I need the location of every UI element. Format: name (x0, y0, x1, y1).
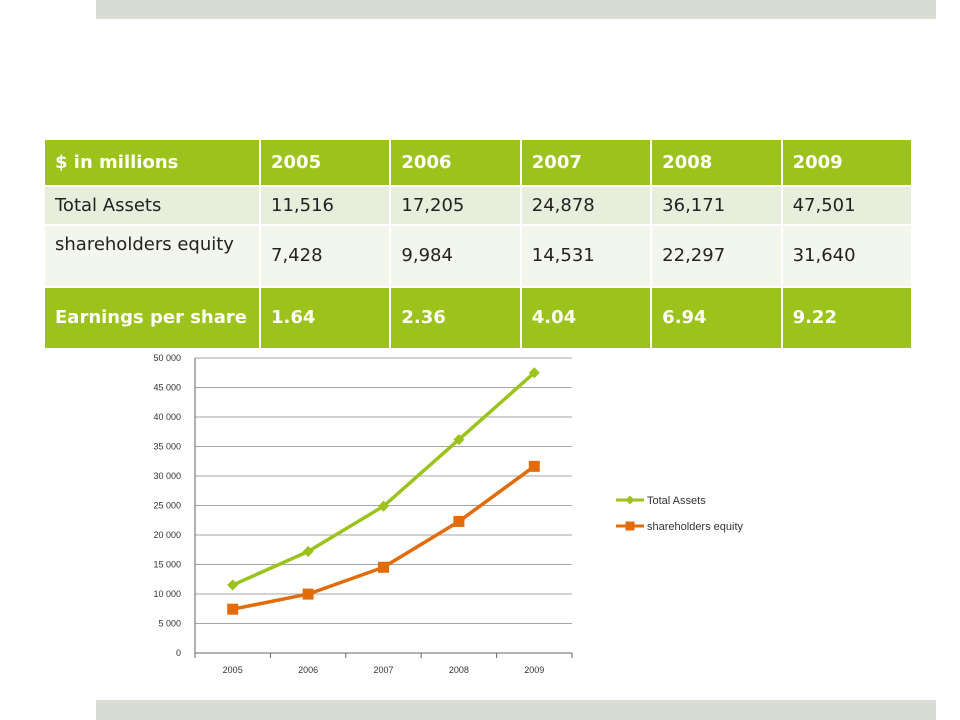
data-point (227, 603, 239, 615)
table-cell: 2.36 (390, 287, 522, 350)
table-cell: 4.04 (520, 287, 653, 350)
data-point (528, 460, 540, 472)
data-point (453, 515, 465, 527)
financial-table: $ in millions 2005 2006 2007 2008 2009 T… (45, 140, 914, 350)
table-cell: 6.94 (651, 287, 783, 350)
data-point (528, 367, 540, 379)
row-label: Earnings per share (45, 287, 261, 350)
y-tick-label: 45 000 (153, 383, 181, 393)
table-cell: 31,640 (781, 225, 914, 288)
x-tick-label: 2007 (373, 665, 393, 675)
y-tick-label: 5 000 (158, 619, 181, 629)
line-chart: 0 5 000 10 000 15 000 20 000 25 000 30 000 35 0… (120, 350, 800, 690)
table-cell: 7,428 (260, 225, 392, 288)
y-tick-label: 20 000 (153, 530, 181, 540)
bottom-band (96, 700, 936, 720)
header-cell: 2009 (781, 140, 914, 187)
data-point (227, 579, 239, 591)
data-point (378, 561, 389, 573)
table-cell: 24,878 (520, 186, 653, 226)
header-cell: 2008 (651, 140, 783, 187)
table-row: shareholders equity 7,428 9,984 14,531 2… (45, 225, 914, 288)
table-cell: 22,297 (651, 225, 783, 288)
series-line (232, 464, 536, 611)
data-point (453, 434, 465, 446)
table-header-row: $ in millions 2005 2006 2007 2008 2009 (45, 140, 914, 187)
table-row: Total Assets 11,516 17,205 24,878 36,171… (45, 186, 914, 226)
series-line (231, 371, 536, 587)
data-point (378, 500, 389, 512)
legend-label: shareholders equity (647, 521, 744, 533)
y-tick-label: 0 (176, 648, 181, 658)
table-cell: 47,501 (781, 186, 914, 226)
header-cell: 2007 (520, 140, 653, 187)
legend-label: Total Assets (647, 495, 706, 507)
chart-svg: 0 5 000 10 000 15 000 20 000 25 000 30 000 35 0… (153, 353, 744, 675)
table-cell: 9.22 (781, 287, 914, 350)
top-band (96, 0, 936, 19)
table-cell: 11,516 (260, 186, 392, 226)
header-cell: 2006 (390, 140, 522, 187)
header-cell: $ in millions (45, 140, 261, 187)
y-tick-label: 15 000 (153, 560, 181, 570)
table-cell: 17,205 (390, 186, 522, 226)
y-tick-label: 50 000 (153, 353, 181, 363)
table-cell: 36,171 (651, 186, 783, 226)
legend-marker (625, 495, 635, 505)
table-cell: 9,984 (390, 225, 522, 288)
x-tick-label: 2005 (223, 665, 243, 675)
header-cell: 2005 (260, 140, 392, 187)
data-point (302, 588, 314, 600)
y-tick-label: 10 000 (153, 589, 181, 599)
y-tick-label: 25 000 (153, 501, 181, 511)
table-cell: 1.64 (260, 287, 392, 350)
y-tick-label: 30 000 (153, 471, 181, 481)
y-tick-label: 40 000 (153, 412, 181, 422)
x-tick-label: 2009 (524, 665, 544, 675)
row-label: Total Assets (45, 186, 261, 226)
table-cell: 14,531 (520, 225, 653, 288)
row-label: shareholders equity (45, 225, 261, 288)
table-row: Earnings per share 1.64 2.36 4.04 6.94 9… (45, 287, 914, 350)
y-tick-label: 35 000 (153, 442, 181, 452)
legend-marker (625, 521, 635, 531)
x-tick-label: 2008 (449, 665, 469, 675)
x-tick-label: 2006 (298, 665, 318, 675)
data-point (302, 545, 314, 557)
